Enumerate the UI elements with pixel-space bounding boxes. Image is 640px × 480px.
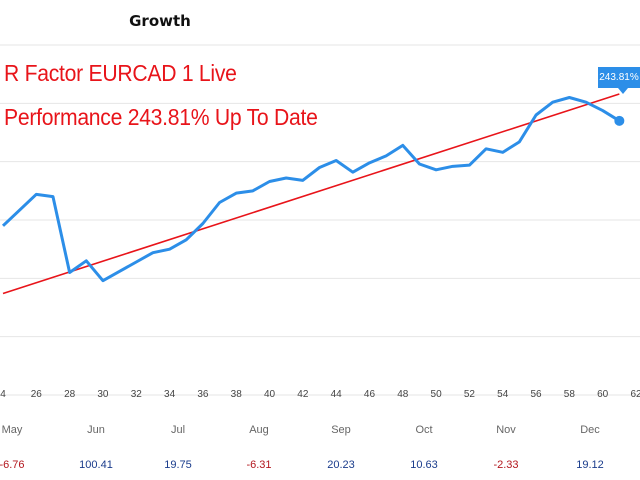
x-tick-label: 30 — [97, 389, 109, 400]
last-value-callout: 243.81% — [598, 67, 640, 88]
x-tick-label: 44 — [331, 389, 343, 400]
month-label: Jul — [170, 424, 186, 436]
x-tick-label: 34 — [164, 389, 176, 400]
growth-series-line — [1, 96, 621, 283]
x-tick-label: 32 — [131, 389, 143, 400]
x-tick-label: 26 — [31, 389, 43, 400]
month-value: 19.12 — [576, 459, 604, 471]
overlay-performance: Performance 243.81% Up To Date — [4, 104, 318, 130]
month-value: 100.41 — [79, 459, 113, 471]
x-tick-label: 38 — [231, 389, 243, 400]
month-label: Jun — [87, 424, 105, 436]
x-tick-label: 36 — [197, 389, 209, 400]
month-label: May — [1, 424, 23, 436]
month-value: 20.23 — [327, 459, 355, 471]
x-tick-label: 54 — [497, 389, 509, 400]
month-label: Aug — [249, 424, 269, 436]
month-label: Sep — [331, 424, 351, 436]
x-tick-label: 50 — [431, 389, 443, 400]
month-value: -6.76 — [0, 459, 25, 471]
x-tick-label: 4 — [0, 389, 6, 400]
overlay-title: R Factor EURCAD 1 Live — [4, 60, 237, 86]
last-point-marker — [614, 115, 625, 126]
x-tick-label: 60 — [597, 389, 609, 400]
x-tick-label: 48 — [397, 389, 409, 400]
month-value: 10.63 — [410, 459, 438, 471]
x-tick-label: 56 — [530, 389, 542, 400]
x-tick-label: 42 — [297, 389, 309, 400]
month-label: Dec — [580, 424, 600, 436]
x-tick-label: 28 — [64, 389, 76, 400]
x-tick-label: 46 — [364, 389, 376, 400]
chart-title: Growth — [129, 12, 191, 30]
month-label: Nov — [496, 424, 516, 436]
monthly-returns-table: May -6.76 Jun 100.41 Jul 19.75 Aug -6.31 Sep 20.2… — [0, 408, 640, 480]
month-value: -6.31 — [246, 459, 272, 471]
x-tick-label: 52 — [464, 389, 476, 400]
month-value: -2.33 — [493, 459, 519, 471]
x-tick-label: 40 — [264, 389, 276, 400]
x-tick-label: 62 — [630, 389, 640, 400]
x-tick-label: 58 — [564, 389, 576, 400]
month-value: 19.75 — [164, 459, 192, 471]
growth-chart: 4 26 28 30 32 34 36 38 40 42 44 46 48 50 52 54 56 58 60 62 — [0, 44, 640, 400]
trend-line — [2, 93, 620, 295]
month-label: Oct — [415, 424, 433, 436]
callout-pointer — [618, 88, 628, 94]
